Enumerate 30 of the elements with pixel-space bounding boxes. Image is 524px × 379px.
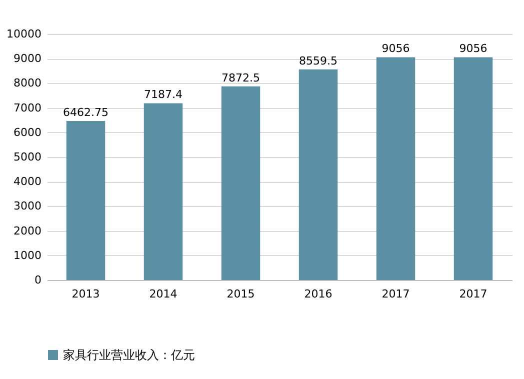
bar — [376, 57, 416, 280]
y-tick-label: 2000 — [14, 224, 42, 238]
data-label: 6462.75 — [63, 106, 108, 120]
x-tick-label: 2014 — [149, 288, 178, 300]
y-tick-label: 6000 — [14, 126, 42, 139]
x-tick-label: 2016 — [304, 288, 332, 300]
x-tick-label: 2017 — [382, 288, 410, 300]
bar — [221, 86, 260, 280]
x-tick-label: 2017 — [459, 288, 488, 300]
bar — [298, 69, 338, 280]
y-tick-label: 9000 — [14, 52, 42, 66]
y-tick-label: 4000 — [14, 175, 42, 188]
y-tick-label: 5000 — [14, 150, 42, 164]
y-tick-label: 1000 — [14, 248, 42, 262]
data-label: 7872.5 — [222, 71, 260, 84]
x-tick-label: 2015 — [226, 288, 255, 300]
data-label: 7187.4 — [144, 88, 182, 102]
x-tick-label: 2013 — [72, 288, 100, 300]
bar — [454, 57, 493, 280]
bar — [144, 103, 183, 280]
y-tick-label: 10000 — [6, 28, 42, 40]
legend-label: 家具行业营业收入：亿元 — [63, 348, 195, 362]
data-label: 9056 — [382, 42, 410, 56]
data-label: 9056 — [459, 42, 488, 56]
y-tick-label: 3000 — [14, 200, 42, 213]
bar — [66, 121, 106, 280]
data-label: 8559.5 — [299, 54, 338, 68]
y-tick-label: 8000 — [14, 76, 42, 90]
y-tick-label: 7000 — [14, 101, 42, 114]
y-tick-label: 0 — [34, 274, 42, 286]
